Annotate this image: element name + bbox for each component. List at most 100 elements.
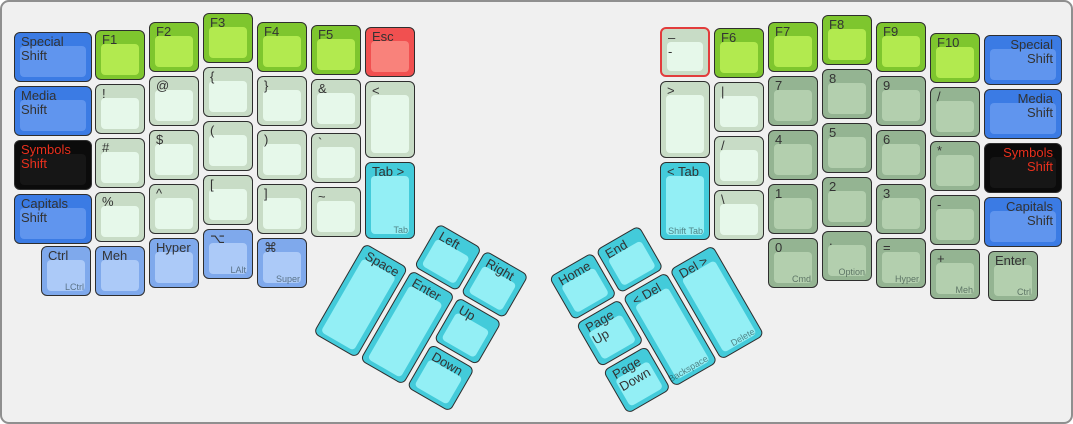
key-dash[interactable]: – - <box>660 27 710 77</box>
key-symbols-shift-left[interactable]: Symbols Shift <box>14 140 92 190</box>
key-asterisk-keytop <box>936 155 974 186</box>
key-f1-keytop <box>101 44 139 75</box>
key-backtick-keytop <box>317 147 355 178</box>
key-lalt[interactable]: ⌥ LAlt <box>203 229 253 279</box>
key-special-shift-left[interactable]: Special Shift <box>14 32 92 82</box>
key-equals-label: = <box>883 240 891 255</box>
key-num3[interactable]: 3 <box>876 184 926 234</box>
key-super[interactable]: ⌘ Super <box>257 238 307 288</box>
key-right-paren[interactable]: ) <box>257 130 307 180</box>
key-less-than[interactable]: < <box>365 81 415 158</box>
key-num0[interactable]: 0 Cmd <box>768 238 818 288</box>
key-f7-keytop <box>774 36 812 67</box>
key-f4[interactable]: F4 <box>257 22 307 72</box>
key-tab[interactable]: Tab > Tab <box>365 162 415 239</box>
key-num6-keytop <box>882 144 920 175</box>
key-lalt-keytop <box>209 243 247 274</box>
key-hash[interactable]: # <box>95 138 145 188</box>
key-caret-label: ^ <box>156 186 163 201</box>
key-right-brace[interactable]: } <box>257 76 307 126</box>
key-tab-sublabel: Tab <box>393 225 408 235</box>
key-plus-keytop <box>936 263 974 294</box>
key-num1-keytop <box>774 198 812 229</box>
key-f3-label: F3 <box>210 15 226 30</box>
key-num8[interactable]: 8 <box>822 69 872 119</box>
key-enter-right-keytop <box>994 265 1032 296</box>
key-dash-label: – - <box>668 30 676 59</box>
key-slash[interactable]: / <box>930 87 980 137</box>
key-greater-than[interactable]: > <box>660 81 710 158</box>
key-left-paren[interactable]: ( <box>203 121 253 171</box>
key-ctrl-left[interactable]: Ctrl LCtrl <box>41 246 91 296</box>
key-meh-left[interactable]: Meh <box>95 246 145 296</box>
key-shift-tab[interactable]: < Tab Shift Tab <box>660 162 710 240</box>
key-num4[interactable]: 4 <box>768 130 818 180</box>
key-left-brace-keytop <box>209 81 247 112</box>
key-slash-inner[interactable]: / <box>714 136 764 186</box>
key-capitals-shift-left-label: Capitals Shift <box>21 196 68 225</box>
key-num1[interactable]: 1 <box>768 184 818 234</box>
key-num2[interactable]: 2 <box>822 177 872 227</box>
key-tilde[interactable]: ~ <box>311 187 361 237</box>
key-f1[interactable]: F1 <box>95 30 145 80</box>
key-f7[interactable]: F7 <box>768 22 818 72</box>
key-num9[interactable]: 9 <box>876 76 926 126</box>
key-num2-label: 2 <box>829 179 837 194</box>
key-f5[interactable]: F5 <box>311 25 361 75</box>
key-backslash[interactable]: \ <box>714 190 764 240</box>
key-right-paren-keytop <box>263 144 301 175</box>
key-plus[interactable]: + Meh <box>930 249 980 299</box>
key-f10[interactable]: F10 <box>930 33 980 83</box>
key-asterisk[interactable]: * <box>930 141 980 191</box>
key-backslash-keytop <box>720 204 758 235</box>
key-caret[interactable]: ^ <box>149 184 199 234</box>
key-pipe[interactable]: | <box>714 82 764 132</box>
key-media-shift-right[interactable]: Media Shift <box>984 89 1062 139</box>
key-capitals-shift-right[interactable]: Capitals Shift <box>984 197 1062 247</box>
key-special-shift-right[interactable]: Special Shift <box>984 35 1062 85</box>
key-num6-label: 6 <box>883 132 891 147</box>
key-at[interactable]: @ <box>149 76 199 126</box>
key-enter-right-label: Enter <box>995 253 1027 268</box>
key-ampersand[interactable]: & <box>311 79 361 129</box>
key-right-bracket-label: ] <box>264 186 268 201</box>
key-f2[interactable]: F2 <box>149 22 199 72</box>
key-backslash-label: \ <box>721 192 725 207</box>
key-pipe-label: | <box>721 84 725 99</box>
key-right-bracket[interactable]: ] <box>257 184 307 234</box>
key-num6[interactable]: 6 <box>876 130 926 180</box>
key-num5[interactable]: 5 <box>822 123 872 173</box>
key-symbols-shift-left-keytop <box>20 154 86 185</box>
key-left-bracket[interactable]: [ <box>203 175 253 225</box>
key-capitals-shift-right-keytop <box>990 211 1056 242</box>
key-f8[interactable]: F8 <box>822 15 872 65</box>
key-less-than-label: < <box>372 83 380 98</box>
key-left-bracket-keytop <box>209 189 247 220</box>
key-right-brace-keytop <box>263 90 301 121</box>
key-capitals-shift-left[interactable]: Capitals Shift <box>14 194 92 244</box>
key-media-shift-left[interactable]: Media Shift <box>14 86 92 136</box>
key-num7[interactable]: 7 <box>768 76 818 126</box>
key-right-brace-label: } <box>264 78 269 93</box>
key-at-keytop <box>155 90 193 121</box>
key-exclamation[interactable]: ! <box>95 84 145 134</box>
key-hyper-left[interactable]: Hyper <box>149 238 199 288</box>
key-f8-keytop <box>828 29 866 60</box>
key-dollar[interactable]: $ <box>149 130 199 180</box>
key-enter-right[interactable]: Enter Ctrl <box>988 251 1038 301</box>
key-tilde-label: ~ <box>318 189 326 204</box>
key-pipe-keytop <box>720 96 758 127</box>
key-left-brace[interactable]: { <box>203 67 253 117</box>
key-symbols-shift-right[interactable]: Symbols Shift <box>984 143 1062 193</box>
key-f3[interactable]: F3 <box>203 13 253 63</box>
key-minus[interactable]: - <box>930 195 980 245</box>
key-f6[interactable]: F6 <box>714 28 764 78</box>
key-esc[interactable]: Esc <box>365 27 415 77</box>
key-period[interactable]: . Option <box>822 231 872 281</box>
key-f9[interactable]: F9 <box>876 22 926 72</box>
key-percent[interactable]: % <box>95 192 145 242</box>
key-backtick[interactable]: ` <box>311 133 361 183</box>
key-slash-label: / <box>937 89 941 104</box>
key-equals[interactable]: = Hyper <box>876 238 926 288</box>
key-num3-label: 3 <box>883 186 891 201</box>
